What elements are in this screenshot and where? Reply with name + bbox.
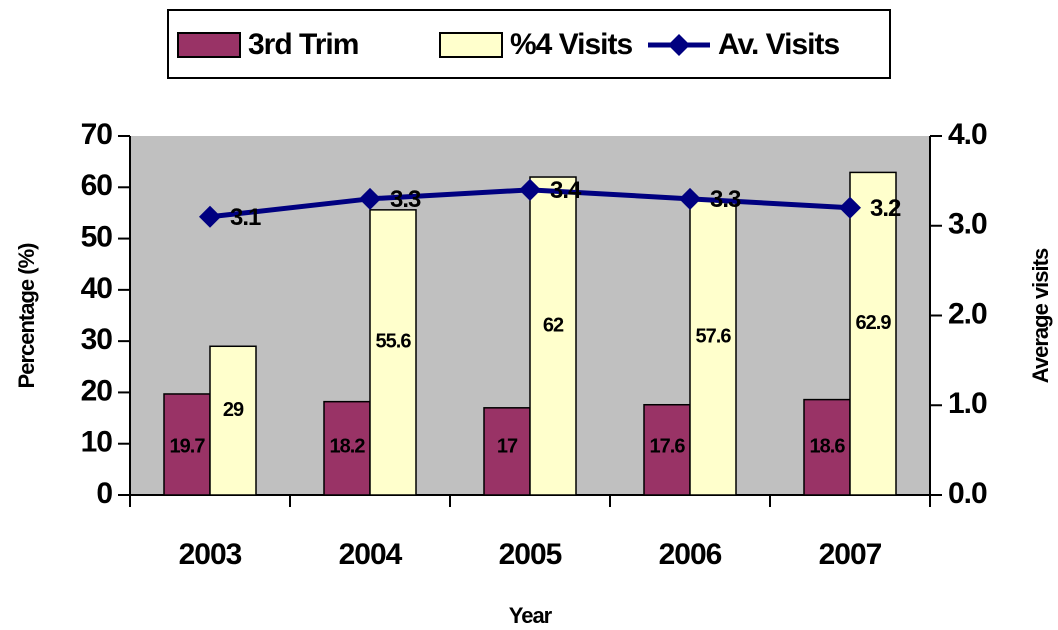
y2-tick-label: 2.0 <box>948 297 987 330</box>
data-label: 17.6 <box>650 435 686 457</box>
legend-swatch <box>439 32 503 58</box>
legend-swatch <box>177 32 241 58</box>
data-label: 57.6 <box>696 326 732 348</box>
bar <box>483 407 531 496</box>
y-axis-title: Percentage (%) <box>14 243 39 389</box>
legend-label: 3rd Trim <box>248 28 358 61</box>
x-tick-label: 2006 <box>659 538 722 571</box>
bar <box>209 345 257 496</box>
marker <box>839 196 861 219</box>
data-label: 3.1 <box>230 204 261 231</box>
y-tick-label: 0 <box>96 477 112 510</box>
bar <box>369 209 417 496</box>
x-axis-title: Year <box>509 603 553 628</box>
legend-label: %4 Visits <box>510 28 633 61</box>
data-label: 62 <box>543 314 564 336</box>
legend-marker <box>668 34 690 56</box>
marker <box>519 178 541 201</box>
bar <box>689 198 737 496</box>
y-tick-label: 50 <box>81 220 113 253</box>
y2-tick-label: 1.0 <box>948 387 987 420</box>
bar <box>849 171 897 496</box>
data-label: 3.4 <box>550 177 582 204</box>
x-tick-label: 2004 <box>339 538 403 571</box>
data-label: 18.2 <box>330 435 366 457</box>
data-label: 3.3 <box>390 186 421 213</box>
y-tick-label: 70 <box>81 118 113 151</box>
x-tick-label: 2005 <box>499 538 562 571</box>
data-label: 18.6 <box>810 435 846 457</box>
data-label: 62.9 <box>856 312 892 334</box>
bar <box>803 398 851 496</box>
data-label: 3.3 <box>710 186 741 213</box>
y2-tick-label: 4.0 <box>948 118 987 151</box>
bar <box>529 176 577 496</box>
data-label: 29 <box>223 399 244 421</box>
bar <box>163 393 211 496</box>
legend-box <box>167 9 891 79</box>
data-label: 55.6 <box>376 331 412 353</box>
y-tick-label: 20 <box>81 374 113 407</box>
y-tick-label: 40 <box>81 272 113 305</box>
marker <box>359 187 381 210</box>
y2-tick-label: 0.0 <box>948 477 987 510</box>
data-label: 3.2 <box>870 195 901 222</box>
y-tick-label: 10 <box>81 426 113 459</box>
data-label: 17 <box>497 435 518 457</box>
x-tick-label: 2003 <box>179 538 242 571</box>
y2-tick-label: 3.0 <box>948 208 987 241</box>
bar <box>323 400 371 496</box>
marker <box>679 187 701 210</box>
y-tick-label: 30 <box>81 323 113 356</box>
data-label: 19.7 <box>170 435 206 457</box>
y2-axis-title: Average visits <box>1028 248 1053 383</box>
marker <box>199 205 221 228</box>
x-tick-label: 2007 <box>819 538 882 571</box>
legend-label: Av. Visits <box>718 28 839 61</box>
y-tick-label: 60 <box>81 169 113 202</box>
